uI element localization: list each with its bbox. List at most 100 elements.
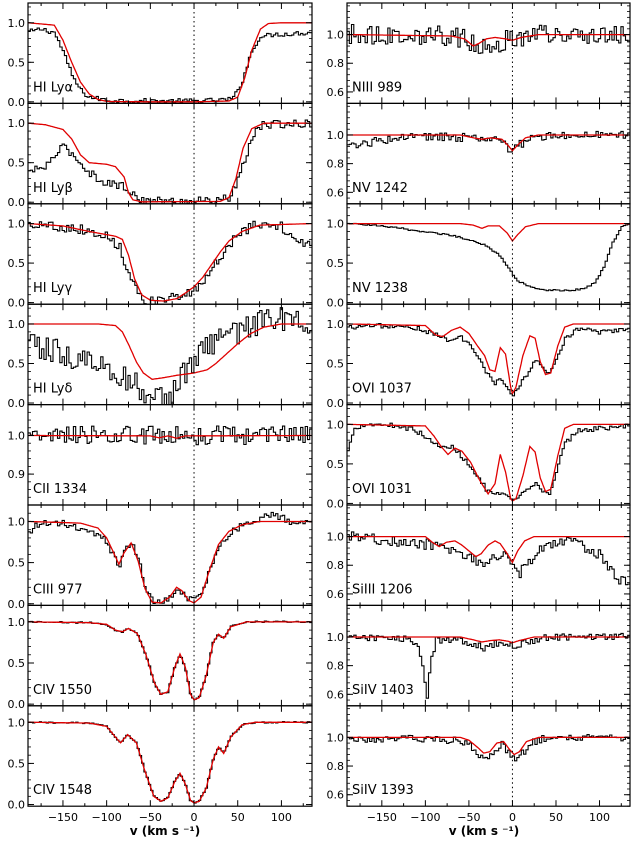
model-profile: [347, 535, 630, 564]
model-profile: [28, 22, 312, 103]
panel-label: HI Lyγ: [33, 281, 72, 296]
y-tick-label: 0.0: [327, 297, 345, 310]
model-profile: [28, 520, 312, 604]
x-tick-label: −100: [410, 811, 440, 824]
x-axis-title-left: v (km s ⁻¹): [130, 824, 201, 838]
observed-spectrum: [347, 23, 630, 54]
y-tick-label: 0.8: [327, 559, 345, 572]
y-tick-label: 1.0: [8, 616, 26, 629]
y-tick-label: 0.6: [327, 588, 345, 601]
right-column: 0.6 0.8 1.0 NIII 989 0.6 0.8 1.0 NV 1242 0.0 0.5 1…: [327, 2, 631, 824]
spectrum-panel: 0.6 0.8 1.0 SiIV 1393 −150 −100 −50 0 50 100: [327, 705, 631, 824]
y-tick-label: 1.0: [327, 29, 345, 42]
model-profile: [347, 222, 630, 243]
y-tick-label: 0.5: [327, 458, 345, 471]
y-tick-label: 0.6: [327, 186, 345, 199]
y-tick-label: 0.5: [8, 557, 26, 570]
y-tick-label: 0.5: [8, 257, 26, 270]
panel-label: HI Lyβ: [33, 181, 73, 196]
spectrum-panel: 0.0 0.5 1.0 CIII 977: [8, 504, 313, 611]
model-profile: [28, 122, 312, 203]
model-profile: [347, 134, 630, 152]
model-profile: [347, 736, 630, 756]
y-tick-label: 1.0: [327, 531, 345, 544]
y-tick-label: 0.6: [327, 789, 345, 802]
spectrum-panel: 0.0 0.5 1.0 OVI 1031: [327, 404, 631, 510]
observed-spectrum: [347, 222, 630, 292]
y-tick-label: 1.0: [8, 429, 26, 442]
x-tick-label: −50: [139, 811, 162, 824]
observed-spectrum: [347, 322, 630, 397]
model-profile: [28, 222, 312, 302]
y-tick-label: 1.0: [327, 218, 345, 231]
spectrum-panel: 0.0 0.5 1.0 HI Lyβ: [8, 102, 313, 209]
panel-label: CIII 977: [33, 582, 83, 597]
y-tick-label: 0.5: [8, 757, 26, 770]
panel-frame: [346, 705, 631, 807]
y-tick-label: 0.0: [8, 297, 26, 310]
y-tick-label: 1.0: [327, 129, 345, 142]
y-tick-label: 0.0: [8, 698, 26, 711]
model-profile: [28, 621, 312, 701]
observed-spectrum: [28, 220, 312, 305]
y-tick-label: 0.6: [327, 688, 345, 701]
y-tick-label: 1.0: [327, 318, 345, 331]
panel-label: SiIII 1206: [352, 582, 413, 597]
y-tick-label: 0.5: [8, 357, 26, 370]
x-tick-label: −100: [92, 811, 122, 824]
x-tick-label: 50: [549, 811, 563, 824]
y-tick-label: 1.0: [8, 318, 26, 331]
x-tick-label: −150: [48, 811, 78, 824]
y-tick-label: 0.0: [8, 96, 26, 109]
x-tick-label: 100: [589, 811, 610, 824]
y-tick-label: 1.0: [327, 731, 345, 744]
y-tick-label: 0.0: [327, 497, 345, 510]
observed-spectrum: [28, 27, 312, 104]
x-tick-label: −150: [367, 811, 397, 824]
observed-spectrum: [28, 307, 312, 405]
panel-label: HI Lyα: [33, 80, 73, 95]
y-tick-label: 1.0: [327, 418, 345, 431]
panel-label: SiIV 1393: [352, 783, 414, 798]
spectrum-panel: 0.0 0.5 1.0 HI Lyδ: [8, 303, 313, 410]
y-tick-label: 0.5: [327, 257, 345, 270]
y-tick-label: 0.5: [8, 657, 26, 670]
panel-label: OVI 1037: [352, 382, 412, 397]
panel-label: NIII 989: [352, 80, 402, 95]
spectrum-panel: 0.0 0.5 1.0 OVI 1037: [327, 303, 631, 410]
panel-label: SiIV 1403: [352, 683, 414, 698]
model-profile: [28, 323, 312, 380]
x-tick-label: 0: [191, 811, 198, 824]
y-tick-label: 0.5: [8, 56, 26, 69]
left-column: 0.0 0.5 1.0 HI Lyα 0.0 0.5 1.0 HI Lyβ 0.0 0.5 1.0 H…: [8, 2, 313, 824]
panel-label: NV 1238: [352, 281, 408, 296]
observed-spectrum: [28, 511, 312, 604]
spectrum-panel: 0.6 0.8 1.0 NIII 989: [327, 2, 631, 105]
spectrum-panel: 0.0 0.5 1.0 NV 1238: [327, 203, 631, 310]
spectrum-panel: 0.6 0.8 1.0 SiIII 1206: [327, 504, 631, 607]
y-tick-label: 1.0: [8, 218, 26, 231]
panel-label: CII 1334: [33, 482, 87, 497]
panel-label: CIV 1548: [33, 783, 92, 798]
spectrum-panel: 0.0 0.5 1.0 HI Lyγ: [8, 203, 313, 310]
model-profile: [347, 33, 630, 47]
spectrum-panel: 0.9 1.0 CII 1334: [8, 404, 313, 506]
y-tick-label: 0.0: [327, 397, 345, 410]
model-profile: [28, 434, 312, 439]
spectrum-panel: 0.0 0.5 1.0 HI Lyα: [8, 2, 313, 109]
observed-spectrum: [347, 734, 630, 762]
model-profile: [28, 721, 312, 804]
y-tick-label: 1.0: [8, 716, 26, 729]
panel-label: HI Lyδ: [33, 382, 72, 397]
spectrum-panel: 0.0 0.5 1.0 CIV 1550: [8, 604, 313, 711]
y-tick-label: 0.8: [327, 158, 345, 171]
panel-label: CIV 1550: [33, 683, 92, 698]
y-tick-label: 0.5: [327, 357, 345, 370]
panel-label: OVI 1031: [352, 482, 412, 497]
model-profile: [347, 423, 630, 502]
y-tick-label: 0.6: [327, 86, 345, 99]
y-tick-label: 0.8: [327, 760, 345, 773]
y-tick-label: 1.0: [8, 515, 26, 528]
y-tick-label: 1.0: [8, 117, 26, 130]
spectrum-panel: 0.6 0.8 1.0 NV 1242: [327, 102, 631, 205]
